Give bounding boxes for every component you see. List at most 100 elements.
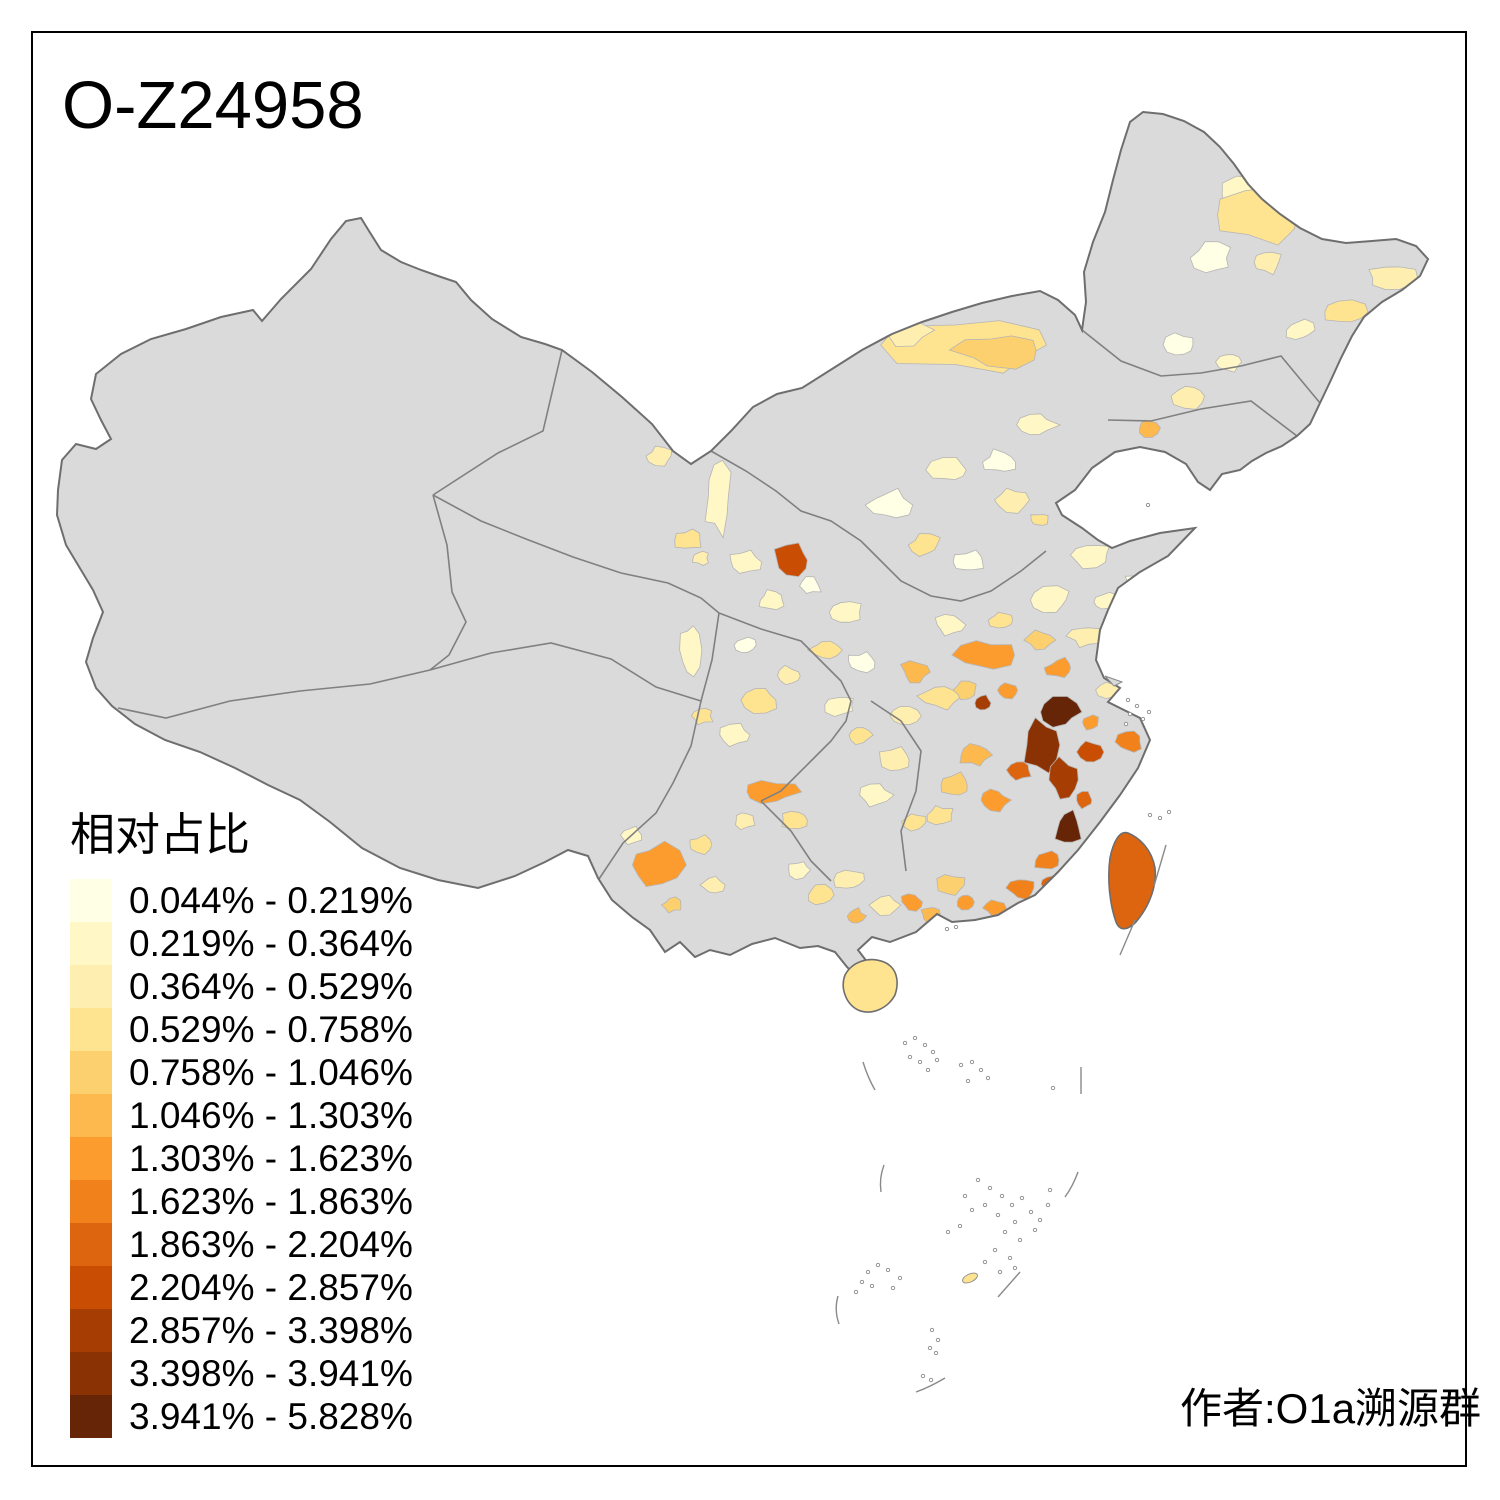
map-cell [799, 576, 822, 594]
map-cell [868, 894, 902, 917]
legend-swatch [70, 1395, 112, 1438]
map-cell [1054, 809, 1082, 843]
map-cell [1030, 514, 1049, 526]
map-cell [900, 813, 927, 832]
legend-swatch [70, 1137, 112, 1180]
sea-islet [958, 1062, 964, 1068]
legend-title: 相对占比 [70, 809, 251, 860]
legend-swatch [70, 1180, 112, 1223]
map-cell [916, 686, 963, 711]
sea-islet [1019, 1195, 1025, 1201]
map-cell [1048, 756, 1079, 800]
map-cell [773, 542, 808, 578]
sea-islet [920, 1373, 926, 1379]
sea-islet [917, 1059, 923, 1065]
sea-islet [978, 1067, 984, 1073]
map-cell [704, 459, 732, 539]
sea-islet [985, 1075, 991, 1081]
province-borders-layer [117, 329, 1321, 882]
map-cell [980, 788, 1012, 813]
sea-islet [1047, 1187, 1053, 1193]
sea-islet [1002, 1229, 1008, 1235]
sea-boundary-line [879, 1164, 885, 1193]
map-cell [848, 727, 874, 746]
map-cell [806, 640, 844, 660]
attribution-text: 作者:O1a溯源群 [1180, 1385, 1482, 1432]
sea-boundary-line [997, 1271, 1021, 1298]
map-cell [807, 883, 835, 906]
hainan-island [842, 958, 898, 1013]
map-cell [997, 682, 1019, 700]
sea-islet [1050, 1085, 1056, 1091]
map-cell [1029, 585, 1070, 614]
legend-row: 1.623% - 1.863% [70, 1180, 413, 1223]
sea-islet [853, 1289, 859, 1295]
legend-swatch [70, 1352, 112, 1395]
map-cell [746, 779, 803, 805]
legend-row: 2.857% - 3.398% [70, 1309, 413, 1352]
province-border [760, 800, 832, 882]
legend-swatch [70, 1094, 112, 1137]
taiwan-island [1108, 831, 1157, 930]
sea-islet [865, 1269, 871, 1275]
map-cell [733, 636, 757, 654]
map-cell [828, 601, 862, 623]
south-sea-islets-layer [853, 502, 1172, 1383]
sea-boundary-line [862, 1061, 876, 1091]
legend-row: 0.219% - 0.364% [70, 922, 413, 965]
province-border [429, 612, 720, 703]
map-cell [846, 906, 868, 924]
legend-swatch [70, 922, 112, 965]
legend-label: 3.941% - 5.828% [129, 1396, 413, 1437]
map-cell [719, 722, 751, 748]
map-title: O-Z24958 [62, 68, 364, 143]
map-cell [1065, 627, 1102, 649]
map-cell [879, 746, 910, 771]
map-cell [691, 550, 709, 566]
legend-label: 0.044% - 0.219% [129, 880, 413, 921]
province-border [1081, 329, 1321, 404]
legend-row: 1.046% - 1.303% [70, 1094, 413, 1137]
province-border [718, 612, 852, 802]
map-cell [1034, 850, 1060, 870]
map-cell [758, 589, 785, 611]
map-cell [788, 861, 812, 881]
legend: 相对占比 0.044% - 0.219% 0.219% - 0.364% 0.3… [70, 812, 413, 1438]
sea-boundary-line [1153, 844, 1167, 887]
sea-islet [875, 1262, 881, 1268]
sea-islet [997, 1269, 1003, 1275]
sea-islet [885, 1267, 891, 1273]
map-cell [735, 812, 756, 831]
map-cell [1189, 241, 1232, 274]
map-cell [729, 549, 762, 574]
map-cell [926, 805, 954, 826]
map-cell [1016, 413, 1062, 436]
map-cell [859, 783, 895, 808]
map-cell [679, 625, 703, 678]
legend-row: 0.044% - 0.219% [70, 879, 413, 922]
sea-islet [962, 1193, 968, 1199]
sea-islet [1123, 721, 1129, 727]
map-cell [951, 640, 1015, 670]
legend-label: 0.219% - 0.364% [129, 923, 413, 964]
map-cell [948, 335, 1037, 370]
sea-islet [933, 1350, 939, 1356]
sea-islet [1007, 1255, 1013, 1261]
legend-row: 1.863% - 2.204% [70, 1223, 413, 1266]
sea-boundary-line [1064, 1171, 1079, 1198]
sea-boundary-line [1119, 919, 1136, 956]
province-border [710, 450, 1047, 602]
sea-islet [992, 1247, 998, 1253]
map-cell [660, 896, 682, 914]
sea-islet [925, 1067, 931, 1073]
province-border [432, 494, 720, 614]
sea-islet [1125, 697, 1131, 703]
legend-label: 1.046% - 1.303% [129, 1095, 413, 1136]
map-cell [1005, 761, 1032, 781]
map-cell [1215, 354, 1243, 373]
map-cell [777, 664, 801, 686]
legend-label: 1.863% - 2.204% [129, 1224, 413, 1265]
map-cell [982, 448, 1016, 472]
legend-swatch [70, 965, 112, 1008]
